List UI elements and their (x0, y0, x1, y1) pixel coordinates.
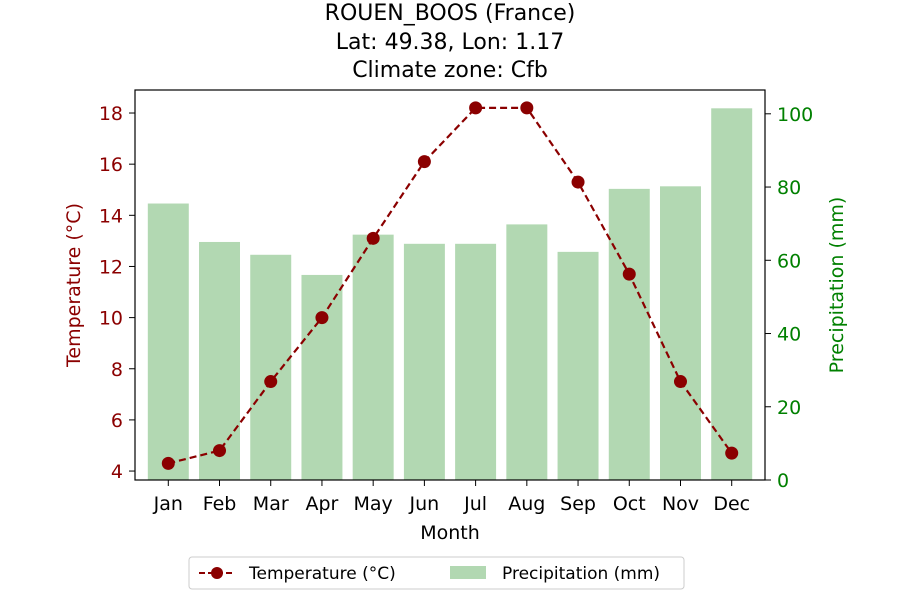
x-tick-label: Jan (153, 493, 183, 515)
x-tick-label: Aug (508, 493, 545, 515)
temperature-tick-label: 6 (111, 410, 123, 432)
legend-temperature-marker-icon (211, 567, 223, 579)
temperature-line (161, 101, 739, 470)
x-tick-label: Sep (560, 493, 596, 515)
temperature-point-jul (469, 101, 483, 115)
temperature-tick-label: 18 (99, 103, 123, 125)
title-line-coordinates: Lat: 49.38, Lon: 1.17 (336, 30, 564, 55)
x-tick-label: Jun (409, 493, 440, 515)
temperature-tick-label: 10 (99, 308, 123, 330)
temperature-series-line (168, 106, 733, 465)
precipitation-bar-apr (301, 274, 343, 480)
temperature-axis-ticks: 4 6 8 10 12 14 16 18 (99, 103, 135, 483)
precipitation-tick-label: 40 (777, 324, 801, 346)
precipitation-axis-ticks: 0 20 40 60 80 100 (765, 104, 813, 492)
legend: Temperature (°C) Precipitation (mm) (188, 556, 685, 590)
x-axis-ticks: Jan Feb Mar Apr May Jun Jul Aug Sep Oct Nov Dec (153, 480, 750, 515)
chart-title: ROUEN_BOOS (France) Lat: 49.38, Lon: 1.1… (325, 1, 576, 83)
precipitation-tick-label: 20 (777, 397, 801, 419)
legend-precipitation-swatch-icon (450, 566, 486, 579)
temperature-tick-label: 14 (99, 205, 123, 227)
x-tick-label: Feb (203, 493, 237, 515)
temperature-point-nov (673, 375, 687, 389)
precipitation-tick-label: 80 (777, 177, 801, 199)
temperature-axis-label: Temperature (°C) (63, 203, 85, 368)
temperature-point-apr (315, 311, 329, 325)
temperature-point-oct (622, 267, 636, 281)
temperature-point-jan (161, 456, 175, 470)
precipitation-tick-label: 60 (777, 250, 801, 272)
temperature-point-may (366, 231, 380, 245)
temperature-tick-label: 16 (99, 154, 123, 176)
precipitation-bar-sep (557, 251, 599, 480)
legend-temperature-label: Temperature (°C) (248, 564, 396, 584)
precipitation-bar-mar (250, 254, 292, 480)
x-tick-label: Dec (713, 493, 750, 515)
x-tick-label: Mar (253, 493, 289, 515)
temperature-tick-label: 8 (111, 359, 123, 381)
x-tick-label: Jul (463, 493, 487, 515)
x-axis-label: Month (420, 522, 480, 544)
precipitation-bar-dec (711, 108, 753, 480)
x-tick-label: Nov (662, 493, 699, 515)
temperature-point-sep (571, 175, 585, 189)
temperature-point-dec (725, 446, 739, 460)
precipitation-bar-aug (506, 224, 548, 480)
plot-frame (134, 89, 766, 481)
temperature-point-jun (417, 155, 431, 169)
precipitation-tick-label: 0 (777, 470, 789, 492)
precipitation-tick-label: 100 (777, 104, 813, 126)
temperature-point-aug (520, 101, 534, 115)
precipitation-bar-oct (608, 188, 650, 481)
temperature-tick-label: 12 (99, 256, 123, 278)
title-line-climate-zone: Climate zone: Cfb (352, 58, 548, 83)
precipitation-bar-jul (455, 243, 497, 480)
precipitation-bar-jun (403, 243, 445, 480)
legend-box (188, 556, 685, 590)
temperature-point-mar (264, 375, 278, 389)
precipitation-bar-may (352, 234, 394, 480)
legend-precipitation-label: Precipitation (mm) (502, 564, 660, 584)
precipitation-bars (147, 108, 753, 481)
title-line-station: ROUEN_BOOS (France) (325, 1, 576, 26)
x-tick-label: Apr (306, 493, 339, 515)
precipitation-bar-feb (199, 241, 240, 480)
precipitation-bar-nov (660, 186, 701, 480)
x-tick-label: Oct (613, 493, 646, 515)
precipitation-bar-jan (147, 203, 189, 481)
temperature-point-feb (213, 444, 227, 458)
x-tick-label: May (354, 493, 393, 515)
precipitation-axis-label: Precipitation (mm) (826, 197, 848, 374)
temperature-tick-label: 4 (111, 461, 123, 483)
